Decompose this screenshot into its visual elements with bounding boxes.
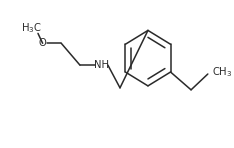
Text: $\mathregular{CH_3}$: $\mathregular{CH_3}$ — [212, 65, 232, 79]
Text: $\mathregular{H_3C}$: $\mathregular{H_3C}$ — [21, 21, 42, 35]
Text: O: O — [39, 38, 47, 48]
Text: NH: NH — [94, 60, 109, 70]
